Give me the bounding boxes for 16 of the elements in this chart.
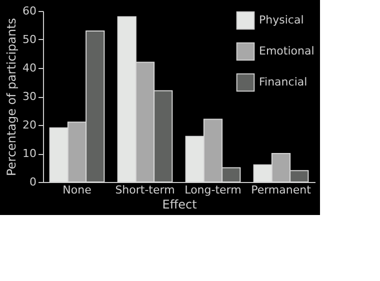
legend-label: Financial <box>259 76 308 88</box>
x-tick-label: None <box>62 184 92 196</box>
y-tick-label: 0 <box>30 176 36 188</box>
x-tick-label: Permanent <box>251 184 312 196</box>
x-axis-title: Effect <box>162 198 198 212</box>
y-tick-label: 40 <box>22 62 36 74</box>
y-axis-title: Percentage of participants <box>4 18 19 176</box>
x-tick-label: Short-term <box>115 184 175 196</box>
y-tick-label: 30 <box>22 90 36 103</box>
y-tick-label: 50 <box>22 33 36 46</box>
legend-label: Emotional <box>259 44 314 58</box>
x-tick-label: Long-term <box>184 184 242 196</box>
y-tick-label: 20 <box>22 118 36 132</box>
y-tick-label: 60 <box>22 4 36 18</box>
y-tick-label: 10 <box>22 147 36 160</box>
legend-label: Physical <box>259 14 304 26</box>
